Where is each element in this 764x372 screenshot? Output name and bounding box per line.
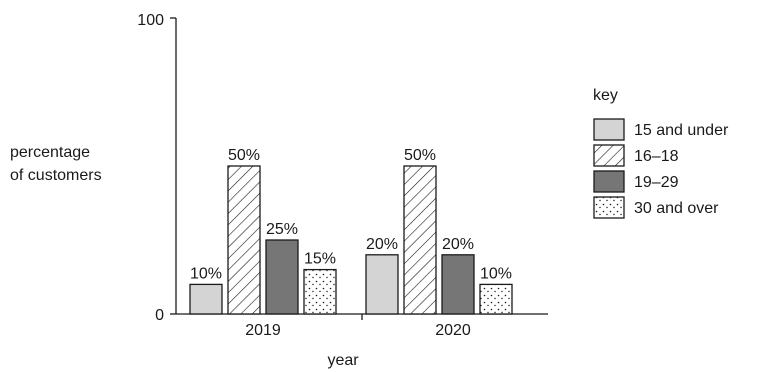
legend: key 15 and under 16–18 19–29 30 and over	[593, 87, 729, 219]
data-label-2019-15-and-under: 10%	[190, 265, 222, 282]
legend-swatch-15-and-under	[593, 118, 625, 141]
legend-items: 15 and under 16–18 19–29 30 and over	[593, 118, 729, 219]
y-axis-label-line-2: of customers	[10, 167, 102, 184]
legend-swatch-16-18	[593, 144, 625, 167]
bar-2019-30-and-over	[303, 268, 337, 315]
legend-label-15-and-under: 15 and under	[634, 122, 729, 139]
bar-2020-16-18	[403, 165, 437, 315]
y-tick-label-0: 0	[155, 307, 164, 324]
legend-label-30-and-over: 30 and over	[634, 200, 719, 217]
y-tick-label-100: 100	[137, 12, 164, 29]
bar-2019-19-29	[265, 239, 299, 315]
legend-title: key	[593, 87, 618, 104]
bar-2020-15-and-under	[365, 254, 399, 315]
bar-2019-15-and-under	[189, 283, 223, 315]
bar-2020-19-29	[441, 254, 475, 315]
bar-2019-16-18	[227, 165, 261, 315]
x-category-label-2019: 2019	[245, 322, 281, 339]
data-label-2020-30-and-over: 10%	[480, 265, 512, 282]
data-label-2019-30-and-over: 15%	[304, 251, 336, 268]
y-axis-label-line-1: percentage	[10, 144, 90, 161]
bar-2020-30-and-over	[479, 283, 513, 315]
data-label-2020-19-29: 20%	[442, 236, 474, 253]
data-label-2020-16-18: 50%	[404, 147, 436, 164]
legend-swatch-19-29	[593, 170, 625, 193]
bars-group: 10% 50% 25% 15% 20% 50% 20% 10%	[189, 147, 513, 315]
legend-swatch-30-and-over	[593, 196, 625, 219]
x-axis-label: year	[327, 352, 359, 369]
x-category-label-2020: 2020	[435, 322, 471, 339]
data-label-2019-16-18: 50%	[228, 147, 260, 164]
legend-label-16-18: 16–18	[634, 148, 679, 165]
legend-label-19-29: 19–29	[634, 174, 679, 191]
data-label-2019-19-29: 25%	[266, 221, 298, 238]
data-label-2020-15-and-under: 20%	[366, 236, 398, 253]
